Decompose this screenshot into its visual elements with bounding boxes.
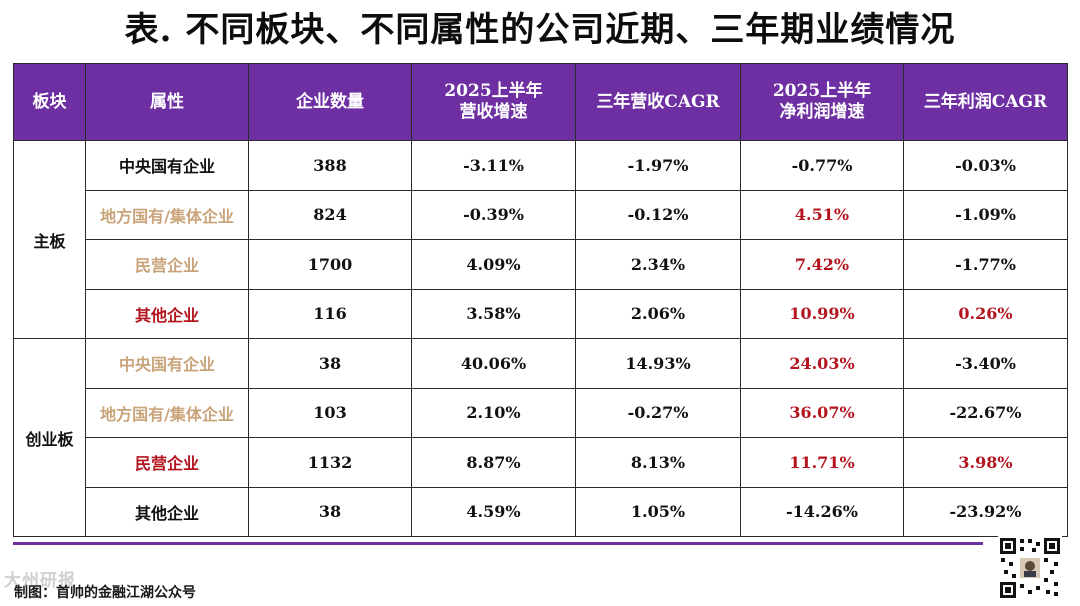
np-cell: 10.99% (740, 288, 904, 339)
table-row: 创业板 中央国有企业 38 40.06% 14.93% 24.03% -3.40… (13, 338, 1068, 537)
header-np-h1-line2: 净利润增速 (779, 102, 865, 122)
np-cagr-cell: 3.98% (903, 437, 1068, 488)
count-cell: 103 (248, 387, 412, 438)
count-cell: 388 (248, 140, 412, 191)
np-cagr-cell: 0.26% (903, 288, 1068, 339)
rev-cell: 3.58% (411, 288, 576, 339)
header-row: 板块 属性 企业数量 2025上半年 营收增速 三年营收CAGR 2025上半年… (13, 63, 1068, 141)
qr-code-icon (998, 536, 1062, 600)
np-cell: -14.26% (740, 486, 904, 537)
rev-cell: -3.11% (411, 140, 576, 191)
page-title: 表. 不同板块、不同属性的公司近期、三年期业绩情况 (124, 10, 956, 50)
rev-cell: -0.39% (411, 189, 576, 240)
count-cell: 1132 (248, 437, 412, 488)
source-credit: 制图：首帅的金融江湖公众号 (14, 585, 196, 601)
header-rev-cagr: 三年营收CAGR (575, 63, 741, 141)
header-rev-h1-line1: 2025上半年 (444, 81, 543, 101)
header-np-h1-line1: 2025上半年 (772, 81, 872, 101)
performance-table: 板块 属性 企业数量 2025上半年 营收增速 三年营收CAGR 2025上半年… (13, 63, 1068, 537)
table-row: 地方国有/集体企业 824 -0.39% -0.12% 4.51% -1.09% (14, 189, 1068, 240)
rev-cagr-cell: 1.05% (575, 486, 741, 537)
header-rev-h1-line2: 营收增速 (459, 102, 528, 122)
attr-cell: 民营企业 (85, 239, 249, 290)
attr-cell: 地方国有/集体企业 (85, 189, 249, 240)
header-np-h1: 2025上半年 净利润增速 (740, 63, 904, 141)
rev-cell: 40.06% (411, 338, 576, 389)
rev-cell: 4.59% (411, 486, 576, 537)
rev-cell: 2.10% (411, 387, 576, 438)
count-cell: 116 (248, 288, 412, 339)
np-cell: 7.42% (740, 239, 904, 290)
table-row: 主板 中央国有企业 388 -3.11% -1.97% -0.77% -0.03… (13, 140, 1068, 339)
attr-cell: 其他企业 (85, 288, 249, 339)
table-row: 其他企业 116 3.58% 2.06% 10.99% 0.26% (14, 288, 1068, 339)
board-cell: 创业板 (13, 338, 86, 537)
rev-cell: 8.87% (411, 437, 576, 488)
np-cell: 24.03% (740, 338, 904, 389)
np-cagr-cell: -22.67% (903, 387, 1068, 438)
np-cagr-cell: -3.40% (903, 338, 1068, 389)
count-cell: 824 (248, 189, 412, 240)
np-cagr-cell: -0.03% (903, 140, 1068, 191)
header-count: 企业数量 (248, 63, 412, 141)
rev-cagr-cell: -1.97% (575, 140, 741, 191)
np-cell: 36.07% (740, 387, 904, 438)
np-cell: 11.71% (740, 437, 904, 488)
rev-cagr-cell: 2.34% (575, 239, 741, 290)
rev-cagr-cell: -0.12% (575, 189, 741, 240)
rev-cagr-cell: 8.13% (575, 437, 741, 488)
attr-cell: 其他企业 (85, 486, 249, 537)
attr-cell: 中央国有企业 (85, 140, 249, 191)
table-row: 地方国有/集体企业 103 2.10% -0.27% 36.07% -22.67… (14, 387, 1068, 438)
watermark-text: 大州研报 (4, 571, 76, 591)
count-cell: 38 (248, 486, 412, 537)
attr-cell: 地方国有/集体企业 (85, 387, 249, 438)
board-cell: 主板 (13, 140, 86, 339)
header-rev-h1: 2025上半年 营收增速 (411, 63, 576, 141)
attr-cell: 中央国有企业 (85, 338, 249, 389)
table-row: 其他企业 38 4.59% 1.05% -14.26% -23.92% (14, 486, 1068, 537)
header-np-cagr: 三年利润CAGR (903, 63, 1068, 141)
rev-cagr-cell: -0.27% (575, 387, 741, 438)
np-cell: -0.77% (740, 140, 904, 191)
header-attr: 属性 (85, 63, 249, 141)
np-cagr-cell: -1.77% (903, 239, 1068, 290)
np-cell: 4.51% (740, 189, 904, 240)
rev-cagr-cell: 14.93% (575, 338, 741, 389)
table-row: 民营企业 1132 8.87% 8.13% 11.71% 3.98% (14, 437, 1068, 488)
np-cagr-cell: -1.09% (903, 189, 1068, 240)
table-row: 民营企业 1700 4.09% 2.34% 7.42% -1.77% (14, 239, 1068, 290)
rev-cagr-cell: 2.06% (575, 288, 741, 339)
rev-cell: 4.09% (411, 239, 576, 290)
header-board: 板块 (13, 63, 86, 141)
attr-cell: 民营企业 (85, 437, 249, 488)
np-cagr-cell: -23.92% (903, 486, 1068, 537)
count-cell: 1700 (248, 239, 412, 290)
count-cell: 38 (248, 338, 412, 389)
footer-divider (13, 542, 983, 545)
